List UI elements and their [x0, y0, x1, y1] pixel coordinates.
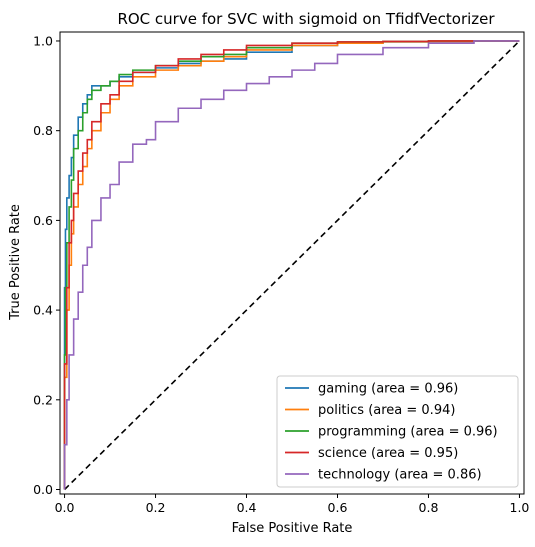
x-axis-label: False Positive Rate: [232, 521, 353, 536]
plot-frame: [59, 31, 525, 495]
y-tick-label: 0.2: [33, 392, 53, 407]
legend-entry: programming (area = 0.96): [318, 425, 498, 440]
y-tick-label: 1.0: [33, 33, 53, 48]
plot-area: [63, 40, 521, 491]
y-tick-label: 0.0: [33, 482, 53, 497]
x-tick-label: 0.8: [419, 500, 439, 515]
x-tick-label: 0.2: [146, 500, 166, 515]
y-tick-label: 0.4: [33, 303, 53, 318]
axes: 0.0 0.2 0.4 0.6 0.8 1.0 0.0 0.2 0.4 0.6 0.8 1.0: [33, 31, 530, 515]
legend-entry: science (area = 0.95): [318, 446, 458, 461]
x-tick-label: 0.4: [237, 500, 257, 515]
diagonal-reference-line: [63, 40, 521, 491]
legend-entry: technology (area = 0.86): [318, 468, 482, 483]
y-tick-label: 0.8: [33, 123, 53, 138]
x-tick-label: 1.0: [510, 500, 530, 515]
series-line-technology: [63, 40, 520, 490]
y-tick-label: 0.6: [33, 213, 53, 228]
legend-box: [276, 375, 519, 488]
legend-entry: gaming (area = 0.96): [318, 382, 458, 397]
chart-title: ROC curve for SVC with sigmoid on TfidfV…: [117, 10, 495, 28]
y-axis-label: True Positive Rate: [8, 204, 23, 321]
x-tick-label: 0.0: [55, 500, 75, 515]
legend-entry: politics (area = 0.94): [318, 403, 455, 418]
legend: gaming (area = 0.96) politics (area = 0.9…: [276, 375, 519, 488]
series-line-science: [63, 40, 520, 490]
x-tick-label: 0.6: [328, 500, 348, 515]
